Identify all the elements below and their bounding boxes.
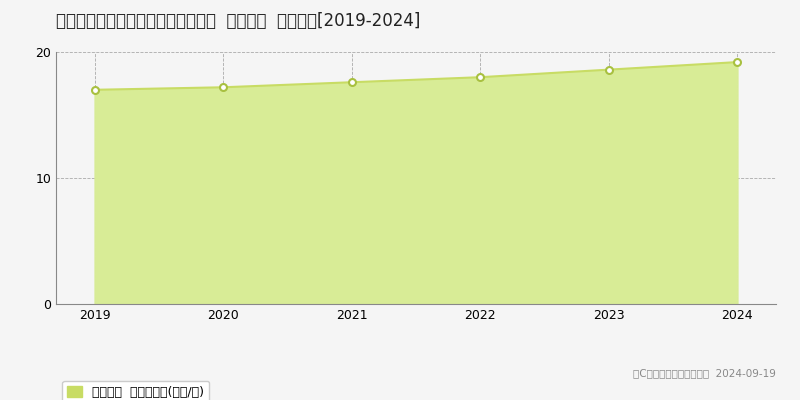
Legend: 基準地価  平均坪単価(万円/坪): 基準地価 平均坪単価(万円/坪)	[62, 380, 210, 400]
Text: （C）土地価格ドットコム  2024-09-19: （C）土地価格ドットコム 2024-09-19	[633, 368, 776, 378]
Text: 福岡県那珂川市西隈２丁目４６番８  基準地価  地価推移[2019-2024]: 福岡県那珂川市西隈２丁目４６番８ 基準地価 地価推移[2019-2024]	[56, 12, 420, 30]
